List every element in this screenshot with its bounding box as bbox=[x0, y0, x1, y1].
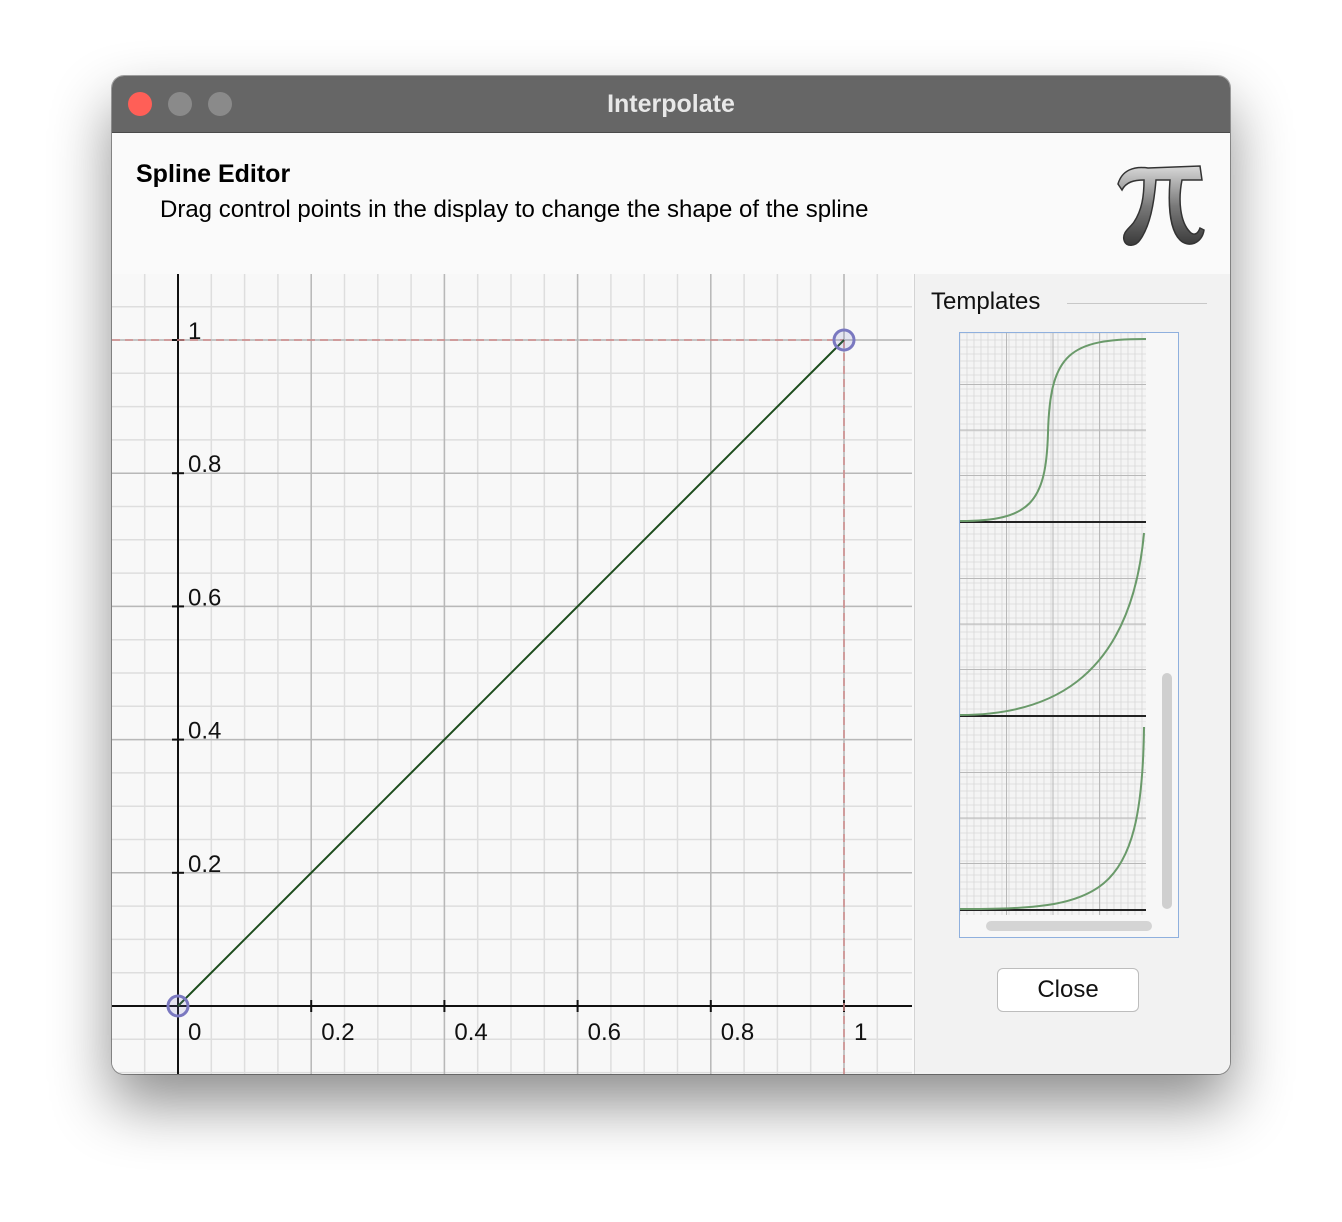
y-tick-label-1: 0.4 bbox=[188, 718, 221, 745]
title-bar[interactable]: Interpolate bbox=[112, 76, 1230, 133]
spline-line bbox=[177, 339, 845, 1007]
x-axis-labels: 0 0.2 0.4 0.6 0.8 1 bbox=[188, 1019, 867, 1046]
steep-ease-in-template[interactable] bbox=[960, 721, 1146, 915]
spline-curve bbox=[177, 339, 845, 1007]
s-curve-template[interactable] bbox=[960, 333, 1146, 527]
window-title: Interpolate bbox=[607, 90, 735, 118]
y-tick-label-3: 0.8 bbox=[188, 451, 221, 478]
control-point-1[interactable] bbox=[832, 328, 856, 352]
y-axis-labels: 0.2 0.4 0.6 0.8 1 bbox=[188, 318, 221, 878]
y-tick-label-2: 0.6 bbox=[188, 584, 221, 611]
zoom-window-button[interactable] bbox=[208, 92, 232, 116]
y-tick-label-4: 1 bbox=[188, 318, 201, 345]
x-tick-label-1: 0.2 bbox=[321, 1019, 354, 1046]
templates-separator bbox=[1067, 303, 1207, 304]
x-tick-label-5: 1 bbox=[854, 1019, 867, 1046]
close-button[interactable]: Close bbox=[997, 968, 1139, 1012]
spline-editor-heading: Spline Editor bbox=[136, 160, 291, 188]
minimize-window-button[interactable] bbox=[168, 92, 192, 116]
plot-background bbox=[112, 274, 912, 1074]
control-point-0[interactable] bbox=[166, 994, 190, 1018]
templates-panel: Templates Close bbox=[914, 274, 1230, 1074]
templates-label: Templates bbox=[931, 288, 1041, 315]
spline-editor-description: Drag control points in the display to ch… bbox=[160, 196, 869, 223]
templates-list[interactable] bbox=[959, 332, 1179, 938]
spline-display[interactable]: 0 0.2 0.4 0.6 0.8 1 0.2 0.4 0.6 0.8 1 bbox=[112, 274, 912, 1074]
x-tick-label-0: 0 bbox=[188, 1019, 201, 1046]
x-tick-label-4: 0.8 bbox=[721, 1019, 754, 1046]
x-tick-label-3: 0.6 bbox=[588, 1019, 621, 1046]
y-tick-label-0: 0.2 bbox=[188, 851, 221, 878]
templates-vertical-scrollbar[interactable] bbox=[1162, 673, 1172, 909]
templates-horizontal-scrollbar[interactable] bbox=[986, 921, 1152, 931]
pi-logo-icon bbox=[1117, 165, 1205, 246]
x-tick-label-2: 0.4 bbox=[454, 1019, 487, 1046]
close-window-button[interactable] bbox=[128, 92, 152, 116]
interpolate-window: Interpolate Spline Editor Drag control p… bbox=[112, 76, 1230, 1074]
guide-lines bbox=[112, 339, 845, 1074]
ease-in-template[interactable] bbox=[960, 527, 1146, 721]
control-points[interactable] bbox=[166, 328, 856, 1018]
